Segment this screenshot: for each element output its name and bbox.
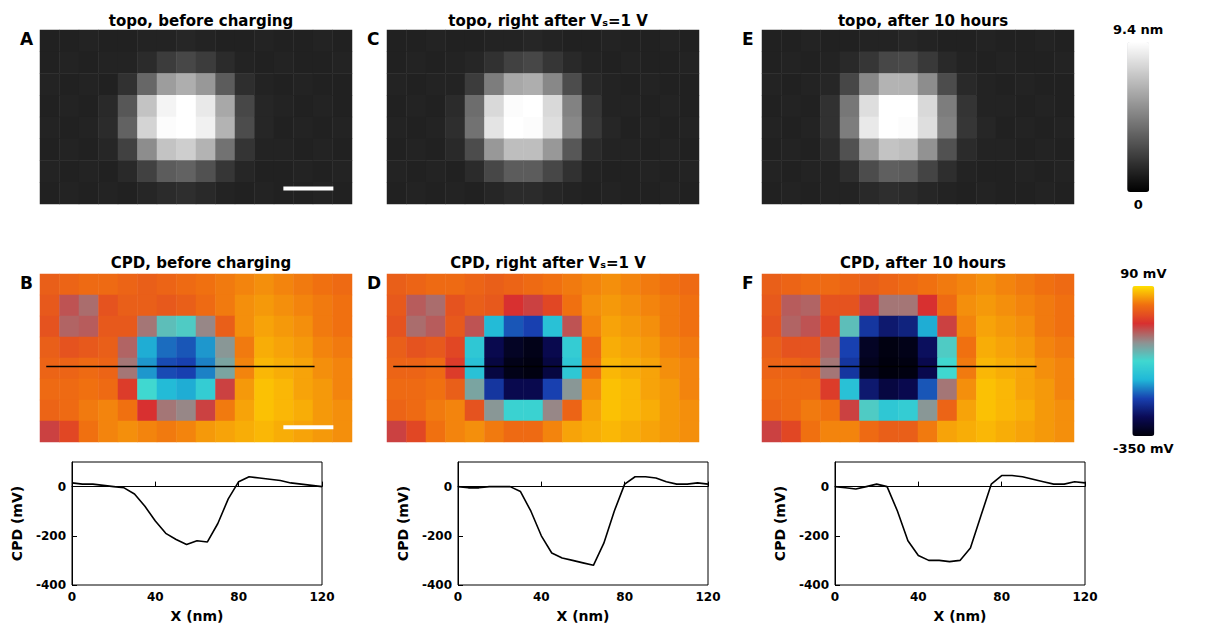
svg-text:-400: -400 [799,578,829,592]
svg-text:A: A [20,29,34,49]
svg-text:B: B [20,273,33,293]
svg-text:topo, before charging: topo, before charging [109,12,293,30]
svg-text:X (nm): X (nm) [556,608,609,624]
svg-text:0: 0 [1134,197,1143,212]
svg-text:0: 0 [68,590,76,604]
svg-text:120: 120 [309,590,334,604]
svg-text:CPD, right after Vₛ=1 V: CPD, right after Vₛ=1 V [450,254,646,272]
svg-text:X (nm): X (nm) [933,608,986,624]
svg-text:120: 120 [1072,590,1097,604]
svg-text:F: F [742,273,754,293]
svg-text:0: 0 [58,480,66,494]
svg-text:-400: -400 [36,578,66,592]
svg-text:D: D [367,273,381,293]
svg-text:-350 mV: -350 mV [1113,441,1174,456]
svg-text:CPD, before charging: CPD, before charging [111,254,291,272]
svg-text:-200: -200 [799,529,829,543]
svg-text:CPD (mV): CPD (mV) [772,486,788,561]
svg-text:CPD (mV): CPD (mV) [395,486,411,561]
svg-text:90 mV: 90 mV [1120,266,1166,281]
svg-text:topo, after 10 hours: topo, after 10 hours [838,12,1008,30]
svg-text:CPD (mV): CPD (mV) [9,486,25,561]
svg-text:40: 40 [910,590,927,604]
svg-text:40: 40 [533,590,550,604]
svg-text:CPD, after 10 hours: CPD, after 10 hours [840,254,1006,272]
svg-text:0: 0 [444,480,452,494]
svg-text:-400: -400 [422,578,452,592]
svg-text:topo, right after Vₛ=1 V: topo, right after Vₛ=1 V [448,12,648,30]
svg-text:80: 80 [993,590,1010,604]
svg-text:-200: -200 [422,529,452,543]
svg-text:9.4 nm: 9.4 nm [1113,22,1163,37]
svg-text:-200: -200 [36,529,66,543]
svg-text:C: C [367,29,379,49]
svg-text:80: 80 [616,590,633,604]
svg-text:0: 0 [821,480,829,494]
svg-text:0: 0 [831,590,839,604]
svg-text:80: 80 [230,590,247,604]
svg-text:X (nm): X (nm) [170,608,223,624]
svg-text:40: 40 [147,590,164,604]
svg-text:120: 120 [695,590,720,604]
svg-text:0: 0 [454,590,462,604]
svg-text:E: E [742,29,754,49]
